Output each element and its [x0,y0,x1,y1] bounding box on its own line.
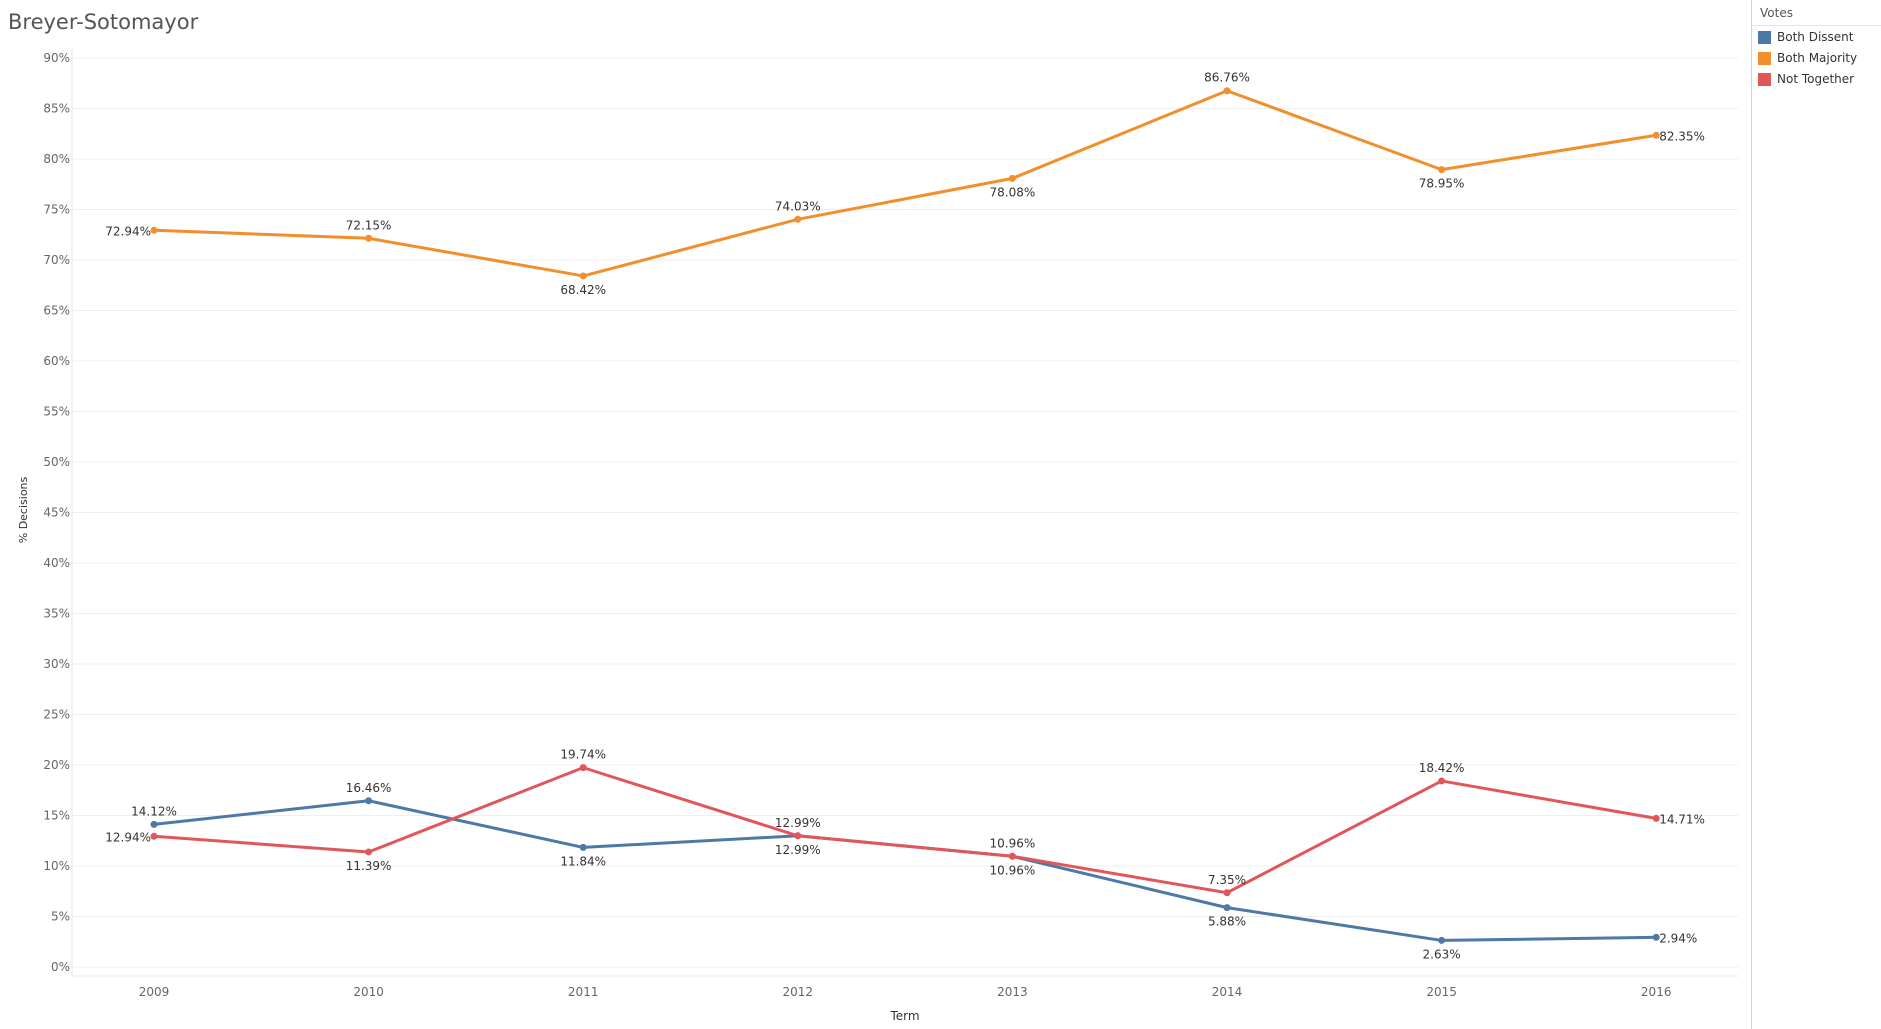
data-label-not-together: 12.99% [775,843,821,857]
data-label-not-together: 12.94% [105,830,151,844]
data-label-not-together: 10.96% [990,836,1036,850]
data-label-not-together: 7.35% [1208,873,1246,887]
legend-item-not-together[interactable]: Not Together [1752,69,1881,89]
legend-label: Both Dissent [1777,30,1854,44]
x-tick-label: 2013 [997,985,1028,999]
data-point-both-dissent[interactable] [365,797,373,805]
data-label-both-majority: 68.42% [560,283,606,297]
data-point-not-together[interactable] [794,832,802,840]
y-tick-label: 0% [51,960,70,974]
y-tick-label: 40% [43,556,70,570]
data-point-both-majority[interactable] [579,272,587,280]
data-label-both-dissent: 2.63% [1423,947,1461,961]
x-tick-label: 2010 [353,985,384,999]
data-point-both-majority[interactable] [1652,131,1660,139]
y-tick-label: 85% [43,102,70,116]
axes: 0% 5% 10% 15% 20% 25% 30% 35% 40% 45% 50% 55% 60% 65%… [17,48,1738,1023]
data-point-both-dissent[interactable] [1438,936,1446,944]
series-lines[interactable] [150,87,1660,944]
y-tick-label: 90% [43,51,70,65]
data-label-both-majority: 82.35% [1659,129,1705,143]
data-point-not-together[interactable] [1438,777,1446,785]
y-axis-title: % Decisions [17,476,30,543]
data-label-both-dissent: 10.96% [990,863,1036,877]
gridlines [72,57,1738,968]
x-tick-label: 2009 [139,985,170,999]
y-tick-label: 30% [43,657,70,671]
x-tick-label: 2014 [1212,985,1243,999]
y-tick-label: 5% [51,910,70,924]
legend-swatch-not-together [1758,72,1771,86]
x-tick-label: 2011 [568,985,599,999]
x-axis-title: Term [889,1009,919,1023]
data-point-both-dissent[interactable] [1223,904,1231,912]
legend: Votes Both Dissent Both Majority Not Tog… [1751,0,1881,1029]
data-label-both-dissent: 11.84% [560,854,606,868]
line-chart: 0% 5% 10% 15% 20% 25% 30% 35% 40% 45% 50% 55% 60% 65%… [17,48,1738,1023]
y-tick-label: 10% [43,859,70,873]
data-point-both-majority[interactable] [1223,87,1231,95]
data-point-both-majority[interactable] [1008,174,1016,182]
data-label-both-dissent: 14.12% [131,804,177,818]
y-tick-label: 55% [43,405,70,419]
x-tick-label: 2016 [1641,985,1672,999]
data-label-both-majority: 74.03% [775,199,821,213]
y-tick-label: 75% [43,203,70,217]
data-point-both-dissent[interactable] [150,820,158,828]
y-tick-label: 20% [43,758,70,772]
data-point-not-together[interactable] [579,764,587,772]
y-tick-label: 70% [43,253,70,267]
chart-title: Breyer-Sotomayor [8,10,199,34]
data-label-both-majority: 86.76% [1204,71,1250,85]
data-point-not-together[interactable] [150,832,158,840]
y-tick-label: 50% [43,455,70,469]
legend-item-both-majority[interactable]: Both Majority [1752,48,1881,68]
data-label-both-dissent: 12.99% [775,816,821,830]
data-point-not-together[interactable] [365,848,373,856]
data-point-both-majority[interactable] [1438,166,1446,174]
series-line-not-together[interactable] [153,766,1657,895]
data-label-not-together: 18.42% [1419,761,1465,775]
x-tick-label: 2015 [1426,985,1457,999]
data-label-not-together: 14.71% [1659,812,1705,826]
data-point-both-dissent[interactable] [1652,933,1660,941]
y-tick-label: 35% [43,607,70,621]
data-point-both-majority[interactable] [794,215,802,223]
data-label-both-majority: 72.15% [346,218,392,232]
y-tick-label: 25% [43,708,70,722]
legend-title: Votes [1752,0,1881,26]
series-line-both-majority[interactable] [153,89,1657,278]
y-tick-label: 45% [43,506,70,520]
y-tick-label: 80% [43,152,70,166]
data-label-both-dissent: 16.46% [346,781,392,795]
data-point-not-together[interactable] [1008,852,1016,860]
y-tick-label: 15% [43,809,70,823]
legend-label: Both Majority [1777,51,1858,65]
legend-swatch-both-majority [1758,51,1771,65]
legend-swatch-both-dissent [1758,30,1771,44]
data-point-both-majority[interactable] [365,234,373,242]
legend-label: Not Together [1777,72,1855,86]
data-label-both-majority: 78.08% [990,185,1036,199]
y-tick-label: 60% [43,354,70,368]
data-label-not-together: 19.74% [560,748,606,762]
y-tick-label: 65% [43,304,70,318]
data-label-both-dissent: 5.88% [1208,915,1246,929]
data-point-both-dissent[interactable] [579,843,587,851]
data-point-both-majority[interactable] [150,226,158,234]
data-label-not-together: 11.39% [346,859,392,873]
data-point-not-together[interactable] [1223,889,1231,897]
legend-item-both-dissent[interactable]: Both Dissent [1752,27,1881,47]
data-label-both-majority: 78.95% [1419,177,1465,191]
data-label-both-majority: 72.94% [105,224,151,238]
x-tick-label: 2012 [783,985,814,999]
data-label-both-dissent: 2.94% [1659,931,1697,945]
data-labels: 14.12% 16.46% 11.84% 12.99% 10.96% 5.88% 2.63%… [105,71,1705,962]
data-point-not-together[interactable] [1652,814,1660,822]
